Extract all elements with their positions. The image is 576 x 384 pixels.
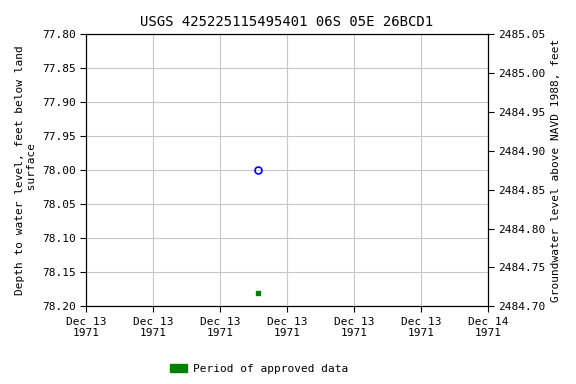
Legend: Period of approved data: Period of approved data — [166, 359, 353, 379]
Y-axis label: Groundwater level above NAVD 1988, feet: Groundwater level above NAVD 1988, feet — [551, 39, 561, 302]
Y-axis label: Depth to water level, feet below land
 surface: Depth to water level, feet below land su… — [15, 45, 37, 295]
Title: USGS 425225115495401 06S 05E 26BCD1: USGS 425225115495401 06S 05E 26BCD1 — [141, 15, 434, 29]
